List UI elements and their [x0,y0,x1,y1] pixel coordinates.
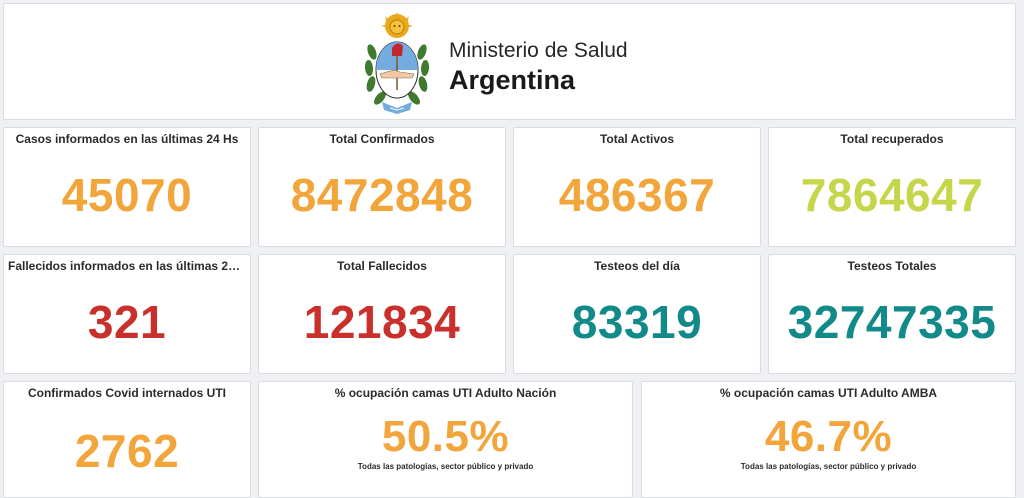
card-value: 83319 [571,296,703,348]
card-title: Casos informados en las últimas 24 Hs [15,132,239,146]
card-total-confirmados: Total Confirmados 8472848 [258,127,506,247]
card-value: 7864647 [800,169,984,221]
card-uti-amba: % ocupación camas UTI Adulto AMBA 46.7% … [641,381,1016,498]
card-total-fallecidos: Total Fallecidos 121834 [258,254,506,374]
card-value: 2762 [74,425,180,477]
card-title: Fallecidos informados en las últimas 24 … [8,259,246,273]
ministry-name: Ministerio de Salud [449,39,628,62]
card-value: 46.7% [764,412,893,461]
card-value: 8472848 [290,169,474,221]
card-title: Testeos Totales [847,259,937,273]
coat-of-arms-icon [364,12,430,114]
brand: Ministerio de Salud Argentina [449,38,628,96]
card-internados-uti: Confirmados Covid internados UTI 2762 [3,381,251,498]
card-title: Total Fallecidos [337,259,427,273]
card-title: % ocupación camas UTI Adulto AMBA [719,386,938,400]
card-value: 486367 [558,169,716,221]
card-title: Testeos del día [594,259,680,273]
card-subtitle: Todas las patologías, sector público y p… [357,462,534,471]
header-banner: Ministerio de Salud Argentina [3,3,1016,120]
card-testeos-dia: Testeos del día 83319 [513,254,761,374]
card-total-activos: Total Activos 486367 [513,127,761,247]
card-value: 32747335 [787,296,997,348]
card-total-recuperados: Total recuperados 7864647 [768,127,1016,247]
card-subtitle: Todas las patologías, sector público y p… [740,462,917,471]
card-title: Total Activos [599,132,674,146]
card-title: Confirmados Covid internados UTI [27,386,226,400]
card-value: 321 [87,296,167,348]
card-title: Total Confirmados [329,132,435,146]
country-name: Argentina [449,65,576,95]
card-value: 50.5% [381,412,510,461]
card-value: 45070 [61,169,193,221]
card-fallecidos-24hs: Fallecidos informados en las últimas 24 … [3,254,251,374]
card-testeos-totales: Testeos Totales 32747335 [768,254,1016,374]
card-title: Total recuperados [840,132,944,146]
card-value: 121834 [303,296,461,348]
card-uti-nacion: % ocupación camas UTI Adulto Nación 50.5… [258,381,633,498]
card-casos-24hs: Casos informados en las últimas 24 Hs 45… [3,127,251,247]
card-title: % ocupación camas UTI Adulto Nación [334,386,557,400]
